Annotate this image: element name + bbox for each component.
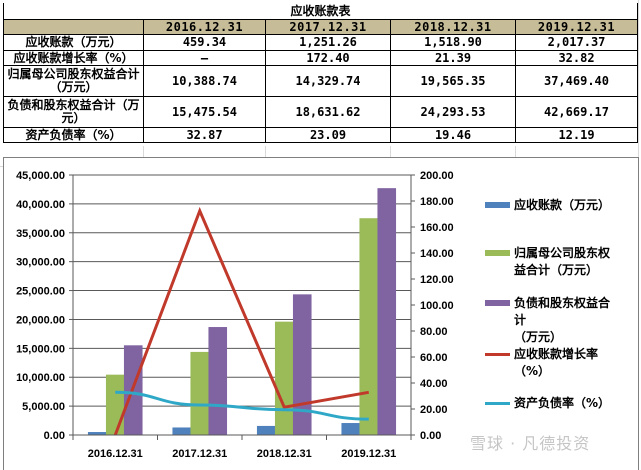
header-cell-2019: 2019.12.31: [515, 19, 638, 35]
svg-text:5,000.00: 5,000.00: [22, 401, 65, 413]
cell-value: 10,388.74: [143, 65, 266, 97]
svg-text:140.00: 140.00: [420, 248, 454, 260]
table-row: 负债和股东权益合计（万元） 15,475.54 18,631.62 24,293…: [3, 96, 638, 128]
bar-swatch-icon: [485, 250, 510, 256]
header-cell-2016: 2016.12.31: [143, 19, 266, 35]
cell-value: 2,017.37: [515, 34, 638, 51]
svg-text:2016.12.31: 2016.12.31: [88, 448, 143, 460]
line-swatch-icon: [485, 402, 510, 405]
cell-value: 14,329.74: [265, 65, 391, 97]
table-row: 应收账款（万元） 459.34 1,251.26 1,518.90 2,017.…: [3, 34, 638, 51]
svg-text:200.00: 200.00: [420, 170, 454, 182]
svg-text:10,000.00: 10,000.00: [16, 372, 65, 384]
svg-text:20.00: 20.00: [420, 404, 448, 416]
cell-value: 42,669.17: [515, 96, 638, 128]
header-cell-empty: [3, 19, 144, 35]
legend-label: 应收账款增长率 （%）: [514, 347, 599, 378]
legend-item-total-liabilities-equity[interactable]: 负债和股东权益合 计 （万元）: [485, 295, 632, 346]
legend-label: 归属母公司股东权 益合计（万元）: [514, 246, 611, 277]
cell-value: 1,518.90: [390, 34, 516, 51]
line-swatch-icon: [485, 353, 510, 356]
cell-value: 15,475.54: [143, 96, 266, 128]
combo-chart: 0.00 5,000.00 10,000.00 15,000.00 20,000.00 2…: [16, 170, 454, 460]
svg-text:40.00: 40.00: [420, 378, 448, 390]
cell-value: 37,469.40: [515, 65, 638, 97]
legend-item-debt-ratio[interactable]: 资产负债率（%）: [485, 395, 632, 412]
table-title-row: 应收账款表: [3, 3, 638, 20]
svg-text:35,000.00: 35,000.00: [16, 228, 65, 240]
cell-value: 24,293.53: [390, 96, 516, 128]
cell-value: 172.40: [265, 50, 391, 66]
row-label: 资产负债率（%）: [3, 127, 144, 143]
svg-text:30,000.00: 30,000.00: [16, 257, 65, 269]
table-header-row: 2016.12.31 2017.12.31 2018.12.31 2019.12…: [3, 19, 638, 35]
chart-gridlines: [73, 174, 411, 436]
chart-container[interactable]: 0.00 5,000.00 10,000.00 15,000.00 20,000.00 2…: [3, 157, 639, 470]
legend-label: 应收账款（万元）: [514, 198, 611, 212]
table-row: 归属母公司股东权益合计（万元） 10,388.74 14,329.74 19,5…: [3, 65, 638, 97]
row-label: 应收账款（万元）: [3, 34, 144, 51]
legend-item-receivables-growth[interactable]: 应收账款增长率 （%）: [485, 346, 632, 380]
watermark: 雪球 · 凡德投资: [470, 434, 591, 453]
svg-text:180.00: 180.00: [420, 196, 454, 208]
table-title: 应收账款表: [3, 3, 638, 20]
row-label: 归属母公司股东权益合计（万元）: [3, 65, 144, 97]
cell-value: 32.82: [515, 50, 638, 66]
legend-label: 资产负债率（%）: [514, 396, 611, 410]
cell-value: —: [143, 50, 266, 66]
svg-text:0.00: 0.00: [420, 430, 441, 442]
svg-text:40,000.00: 40,000.00: [16, 199, 65, 211]
row-label: 负债和股东权益合计（万元）: [3, 96, 144, 128]
svg-text:2019.12.31: 2019.12.31: [341, 448, 396, 460]
svg-text:100.00: 100.00: [420, 300, 454, 312]
cell-value: 12.19: [515, 127, 638, 143]
svg-text:45,000.00: 45,000.00: [16, 170, 65, 182]
svg-text:25,000.00: 25,000.00: [16, 286, 65, 298]
cell-value: 19.46: [390, 127, 516, 143]
chart-axes: 0.00 5,000.00 10,000.00 15,000.00 20,000.00 2…: [16, 170, 454, 460]
cell-value: 23.09: [265, 127, 391, 143]
header-cell-2017: 2017.12.31: [265, 19, 391, 35]
svg-text:20,000.00: 20,000.00: [16, 314, 65, 326]
cell-value: 21.39: [390, 50, 516, 66]
cell-value: 1,251.26: [265, 34, 391, 51]
cell-value: 18,631.62: [265, 96, 391, 128]
header-cell-2018: 2018.12.31: [390, 19, 516, 35]
receivables-table: 应收账款表 2016.12.31 2017.12.31 2018.12.31 2…: [3, 3, 638, 143]
bar-swatch-icon: [485, 300, 510, 306]
svg-text:120.00: 120.00: [420, 274, 454, 286]
chart-lines: [113, 206, 370, 436]
svg-text:160.00: 160.00: [420, 222, 454, 234]
cell-value: 459.34: [143, 34, 266, 51]
legend-label: 负债和股东权益合 计 （万元）: [514, 296, 611, 344]
table-row: 应收账款增长率（%） — 172.40 21.39 32.82: [3, 50, 638, 66]
svg-text:2017.12.31: 2017.12.31: [172, 448, 227, 460]
cell-value: 32.87: [143, 127, 266, 143]
svg-text:60.00: 60.00: [420, 352, 448, 364]
legend-item-parent-equity[interactable]: 归属母公司股东权 益合计（万元）: [485, 245, 632, 279]
table-row: 资产负债率（%） 32.87 23.09 19.46 12.19: [3, 127, 638, 143]
svg-text:2018.12.31: 2018.12.31: [257, 448, 312, 460]
svg-text:80.00: 80.00: [420, 326, 448, 338]
row-label: 应收账款增长率（%）: [3, 50, 144, 66]
bar-swatch-icon: [485, 202, 510, 208]
legend-item-receivables[interactable]: 应收账款（万元）: [485, 197, 632, 214]
svg-text:0.00: 0.00: [44, 430, 65, 442]
svg-text:15,000.00: 15,000.00: [16, 343, 65, 355]
cell-value: 19,565.35: [390, 65, 516, 97]
